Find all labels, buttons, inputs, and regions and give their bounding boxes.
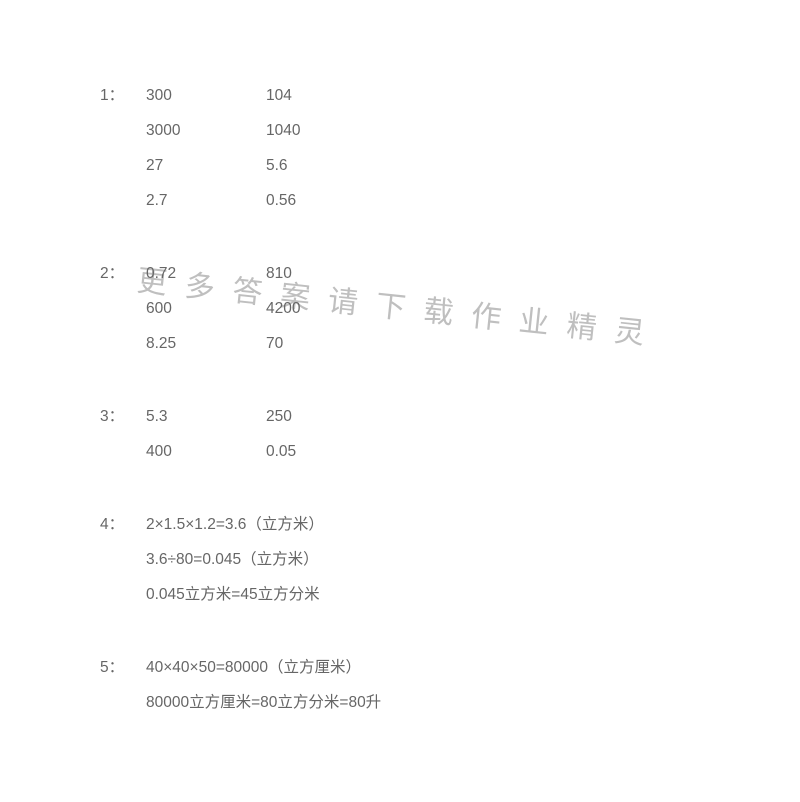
value-a: 3000 — [146, 123, 266, 139]
value-b: 810 — [266, 266, 292, 282]
answer-row: 2： 0.72 810 — [100, 266, 381, 301]
block-label: 4： — [100, 517, 146, 533]
value-a: 300 — [146, 88, 266, 104]
calc-line: 40×40×50=80000（立方厘米） — [146, 660, 361, 676]
answer-content: 1： 300 104 3000 1040 27 5.6 2.7 0.56 2： … — [100, 88, 381, 730]
value-b: 250 — [266, 409, 292, 425]
answer-row: 4： 2×1.5×1.2=3.6（立方米） — [100, 517, 381, 552]
answer-row: 2.7 0.56 — [100, 193, 381, 228]
block-label: 3： — [100, 409, 146, 425]
answer-row: 27 5.6 — [100, 158, 381, 193]
block-label: 5： — [100, 660, 146, 676]
value-b: 0.05 — [266, 444, 296, 460]
value-b: 70 — [266, 336, 283, 352]
value-b: 4200 — [266, 301, 300, 317]
value-b: 104 — [266, 88, 292, 104]
answer-row: 400 0.05 — [100, 444, 381, 479]
answer-row: 8.25 70 — [100, 336, 381, 371]
answer-block-1: 1： 300 104 3000 1040 27 5.6 2.7 0.56 — [100, 88, 381, 228]
answer-row: 3.6÷80=0.045（立方米） — [100, 552, 381, 587]
answer-row: 0.045立方米=45立方分米 — [100, 587, 381, 622]
answer-block-5: 5： 40×40×50=80000（立方厘米） 80000立方厘米=80立方分米… — [100, 660, 381, 730]
value-a: 5.3 — [146, 409, 266, 425]
calc-line: 80000立方厘米=80立方分米=80升 — [146, 695, 381, 711]
answer-row: 80000立方厘米=80立方分米=80升 — [100, 695, 381, 730]
calc-line: 0.045立方米=45立方分米 — [146, 587, 320, 603]
answer-block-2: 2： 0.72 810 600 4200 8.25 70 — [100, 266, 381, 371]
answer-block-4: 4： 2×1.5×1.2=3.6（立方米） 3.6÷80=0.045（立方米） … — [100, 517, 381, 622]
answer-row: 5： 40×40×50=80000（立方厘米） — [100, 660, 381, 695]
answer-row: 3： 5.3 250 — [100, 409, 381, 444]
value-b: 1040 — [266, 123, 300, 139]
calc-line: 3.6÷80=0.045（立方米） — [146, 552, 319, 568]
value-b: 5.6 — [266, 158, 288, 174]
value-b: 0.56 — [266, 193, 296, 209]
answer-row: 1： 300 104 — [100, 88, 381, 123]
value-a: 27 — [146, 158, 266, 174]
answer-row: 3000 1040 — [100, 123, 381, 158]
block-label: 1： — [100, 88, 146, 104]
block-label: 2： — [100, 266, 146, 282]
answer-block-3: 3： 5.3 250 400 0.05 — [100, 409, 381, 479]
value-a: 0.72 — [146, 266, 266, 282]
value-a: 8.25 — [146, 336, 266, 352]
value-a: 400 — [146, 444, 266, 460]
value-a: 600 — [146, 301, 266, 317]
value-a: 2.7 — [146, 193, 266, 209]
calc-line: 2×1.5×1.2=3.6（立方米） — [146, 517, 324, 533]
answer-row: 600 4200 — [100, 301, 381, 336]
